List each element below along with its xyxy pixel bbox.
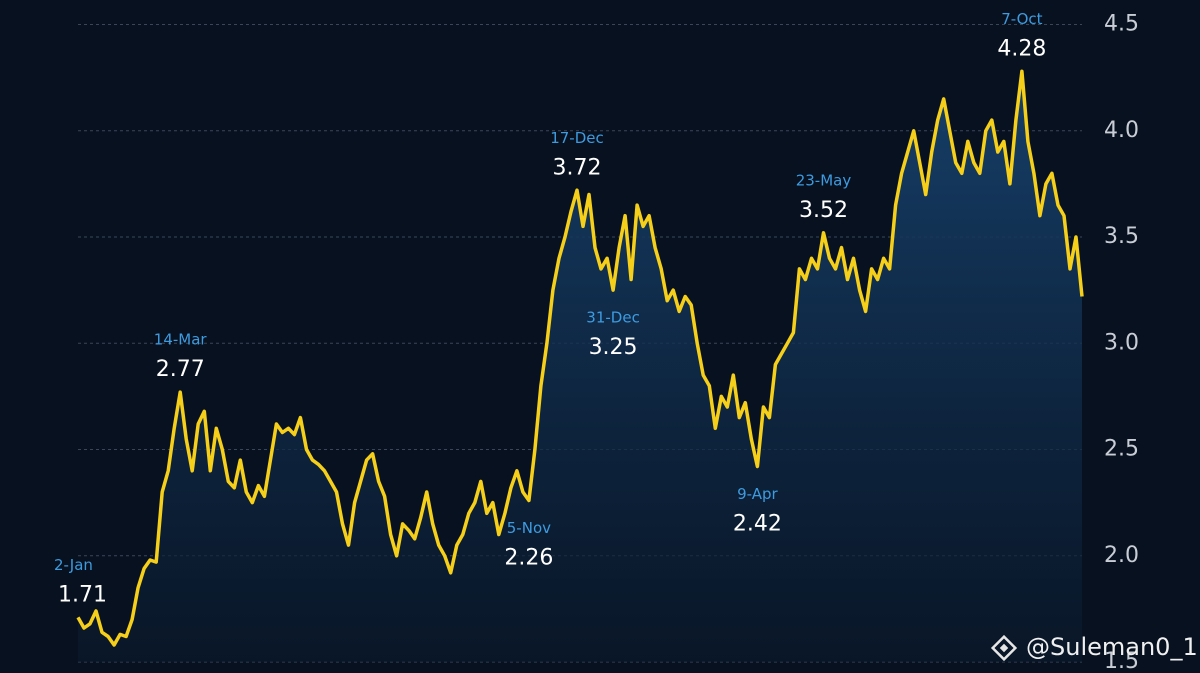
annotation-value: 2.77 xyxy=(156,357,205,382)
annotation-date: 2-Jan xyxy=(54,556,93,574)
annotation-date: 31-Dec xyxy=(586,309,640,327)
annotation-date: 23-May xyxy=(796,171,852,189)
annotation-date: 7-Oct xyxy=(1001,10,1042,28)
annotation-value: 4.28 xyxy=(997,36,1046,61)
annotation-date: 5-Nov xyxy=(507,519,551,537)
annotation-value: 2.42 xyxy=(733,512,782,537)
annotation-value: 1.71 xyxy=(58,582,107,607)
y-tick-label: 3.0 xyxy=(1104,330,1139,355)
annotation-value: 2.26 xyxy=(504,546,553,571)
y-tick-label: 3.5 xyxy=(1104,224,1139,249)
line xyxy=(76,69,1084,647)
y-tick-label: 2.0 xyxy=(1104,543,1139,568)
annotation-date: 14-Mar xyxy=(154,331,208,349)
y-tick-label: 2.5 xyxy=(1104,437,1139,462)
y-tick-label: 4.5 xyxy=(1104,12,1139,37)
annotation-date: 17-Dec xyxy=(550,129,604,147)
annotation-date: 9-Apr xyxy=(737,485,778,503)
watermark: @Suleman0_1 xyxy=(1026,633,1198,661)
annotation-value: 3.52 xyxy=(799,198,848,223)
annotation-value: 3.72 xyxy=(553,155,602,180)
y-tick-label: 4.0 xyxy=(1104,118,1139,143)
area xyxy=(78,71,1082,663)
annotation-value: 3.25 xyxy=(589,335,638,360)
y-tick-label: 1.5 xyxy=(1104,649,1139,673)
